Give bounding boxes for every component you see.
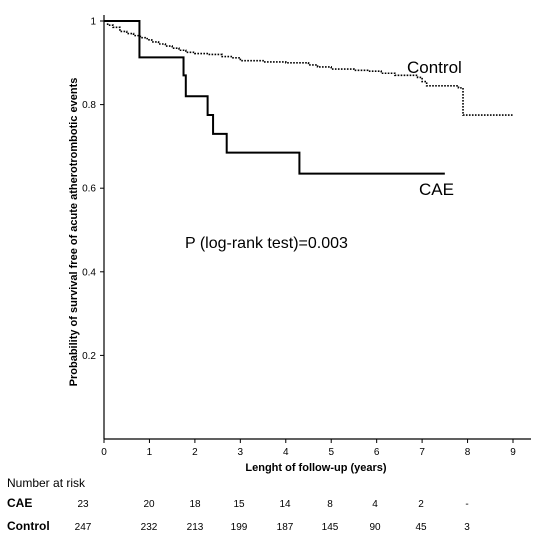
risk-cell: 4 (372, 499, 378, 510)
risk-cell: 247 (75, 522, 92, 533)
series-line-cae (104, 20, 445, 175)
risk-table-header: Number at risk (7, 476, 86, 490)
x-tick-label: 5 (328, 447, 334, 458)
risk-cell: 145 (322, 522, 339, 533)
pvalue-annotation: P (log-rank test)=0.003 (185, 235, 348, 252)
risk-row-label: CAE (7, 496, 32, 510)
survival-curves (104, 20, 513, 175)
x-tick-label: 7 (419, 447, 425, 458)
x-axis-title: Lenght of follow-up (years) (245, 462, 386, 474)
y-tick-label: 0.2 (82, 351, 96, 362)
risk-cell: 3 (464, 522, 470, 533)
y-tick-label: 0.8 (82, 100, 96, 111)
control-series-label: Control (407, 58, 462, 77)
x-tick-label: 3 (238, 447, 244, 458)
axes (103, 15, 531, 440)
risk-cell: 20 (143, 499, 155, 510)
risk-cell: 8 (327, 499, 333, 510)
risk-cell: 45 (415, 522, 427, 533)
risk-cell: 18 (189, 499, 201, 510)
risk-cell: - (465, 499, 468, 510)
risk-cell: 187 (277, 522, 294, 533)
y-tick-label: 0.4 (82, 267, 96, 278)
x-tick-label: 4 (283, 447, 289, 458)
risk-cell: 232 (141, 522, 158, 533)
cae-series-label: CAE (419, 180, 454, 199)
ticks: 0 1 2 3 4 5 6 7 8 9 0.2 0.4 0.6 0.8 1 (82, 17, 516, 459)
risk-row-label: Control (7, 519, 50, 533)
risk-table: CAE 23 20 18 15 14 8 4 2 - Control 247 232 213 199 187 1… (7, 496, 470, 533)
risk-cell: 15 (233, 499, 245, 510)
x-tick-label: 6 (374, 447, 380, 458)
risk-cell: 2 (418, 499, 424, 510)
x-tick-label: 9 (510, 447, 516, 458)
x-tick-label: 8 (465, 447, 471, 458)
risk-cell: 213 (187, 522, 204, 533)
y-tick-label: 1 (90, 17, 96, 28)
risk-cell: 199 (231, 522, 248, 533)
risk-cell: 14 (279, 499, 291, 510)
x-tick-label: 2 (192, 447, 198, 458)
risk-cell: 90 (369, 522, 381, 533)
x-tick-label: 0 (101, 447, 107, 458)
x-tick-label: 1 (147, 447, 153, 458)
y-tick-label: 0.6 (82, 184, 96, 195)
risk-cell: 23 (77, 499, 89, 510)
y-axis-title: Probability of survival free of acute at… (68, 78, 80, 387)
